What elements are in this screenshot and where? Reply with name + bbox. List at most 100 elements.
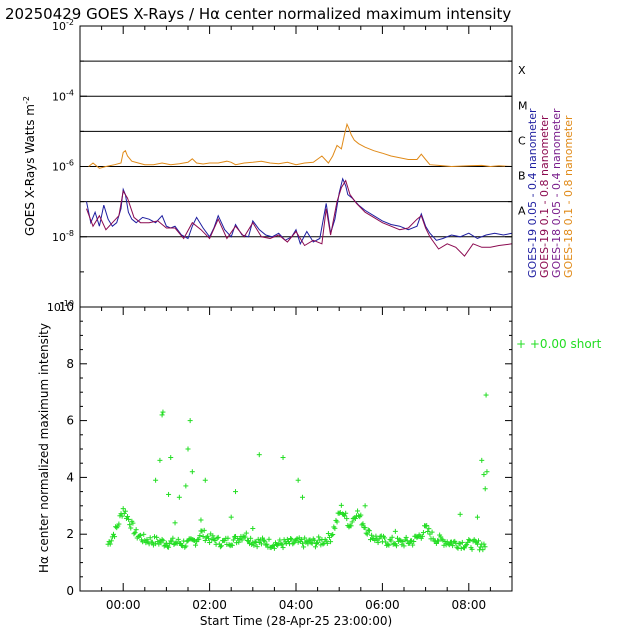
- goes-legend-entry: GOES-19 0.05 - 0.4 nanometer: [526, 108, 539, 278]
- halpha-point: [481, 472, 487, 478]
- halpha-point: [359, 522, 365, 528]
- halpha-point: [320, 541, 326, 547]
- halpha-point: [144, 537, 150, 543]
- halpha-point: [358, 512, 364, 518]
- halpha-point: [214, 535, 220, 541]
- halpha-point: [266, 536, 272, 542]
- time-x-tick-label: 08:00: [452, 598, 487, 612]
- halpha-point: [299, 494, 305, 500]
- halpha-point: [382, 535, 388, 541]
- halpha-point: [236, 539, 242, 545]
- halpha-point: [239, 537, 245, 543]
- halpha-point: [122, 508, 128, 514]
- goes-legend-entry: GOES-19 0.1 - 0.8 nanometer: [538, 115, 551, 278]
- halpha-point: [429, 529, 435, 535]
- halpha-point: [225, 535, 231, 541]
- halpha-y-axis-label: Hα center normalized maximum intensity: [37, 323, 51, 573]
- halpha-point: [280, 455, 286, 461]
- halpha-point: [362, 525, 368, 531]
- halpha-point: [215, 534, 221, 540]
- halpha-point: [264, 541, 270, 547]
- goes-y-axis: 10-2 10-4 10-6 10-8 10-10: [47, 18, 512, 314]
- halpha-y-tick-label: 6: [66, 414, 74, 428]
- halpha-point: [252, 539, 258, 545]
- halpha-point: [198, 517, 204, 523]
- halpha-point: [424, 523, 430, 529]
- halpha-point: [132, 530, 138, 536]
- halpha-point: [130, 520, 136, 526]
- halpha-point: [256, 452, 262, 458]
- halpha-point: [336, 510, 342, 516]
- halpha-point: [360, 521, 366, 527]
- halpha-point: [454, 544, 460, 550]
- time-x-tick-label: 06:00: [365, 598, 400, 612]
- halpha-point: [295, 477, 301, 483]
- halpha-point: [439, 536, 445, 542]
- halpha-point: [228, 514, 234, 520]
- halpha-point: [366, 528, 372, 534]
- halpha-point: [251, 542, 257, 548]
- goes-legend-entry: GOES-18 0.1 - 0.8 nanometer: [562, 115, 575, 278]
- halpha-point: [305, 541, 311, 547]
- halpha-point: [373, 533, 379, 539]
- flare-class-label: C: [518, 134, 526, 147]
- halpha-point: [161, 543, 167, 549]
- halpha-y-tick-label: 10: [59, 300, 74, 314]
- goes-legend-entry: GOES-18 0.05 - 0.4 nanometer: [550, 108, 563, 278]
- halpha-point: [217, 544, 223, 550]
- goes-series-line: [86, 177, 513, 246]
- halpha-point: [375, 540, 381, 546]
- halpha-point: [288, 536, 294, 542]
- halpha-point: [187, 418, 193, 424]
- time-x-tick-label: 00:00: [106, 598, 141, 612]
- halpha-point: [311, 537, 317, 543]
- halpha-point: [107, 541, 113, 547]
- halpha-point: [250, 526, 256, 532]
- halpha-panel: 0 2 4 6 8 10 00:00 02:00 04:00 06:00 08:00 Hα cen…: [37, 26, 602, 628]
- halpha-point: [210, 533, 216, 539]
- halpha-point: [206, 535, 212, 541]
- halpha-point: [245, 538, 251, 544]
- halpha-point: [389, 534, 395, 540]
- halpha-point: [392, 528, 398, 534]
- halpha-point: [479, 457, 485, 463]
- halpha-point: [483, 392, 489, 398]
- halpha-point: [160, 409, 166, 415]
- halpha-point: [348, 523, 354, 529]
- flare-class-label: M: [518, 99, 528, 112]
- halpha-point: [314, 540, 320, 546]
- halpha-point: [212, 538, 218, 544]
- halpha-point: [207, 540, 213, 546]
- halpha-point: [323, 538, 329, 544]
- halpha-point: [166, 491, 172, 497]
- halpha-point: [364, 531, 370, 537]
- halpha-point: [229, 542, 235, 548]
- goes-series-line: [86, 179, 513, 257]
- halpha-y-tick-label: 4: [66, 470, 74, 484]
- halpha-point: [328, 539, 334, 545]
- halpha-point: [420, 530, 426, 536]
- halpha-point: [125, 514, 131, 520]
- goes-y-tick-label: 10-10: [47, 299, 74, 314]
- halpha-point: [116, 521, 122, 527]
- halpha-point: [172, 520, 178, 526]
- halpha-point: [334, 519, 340, 525]
- halpha-point: [279, 542, 285, 548]
- halpha-point: [363, 530, 369, 536]
- halpha-point: [200, 534, 206, 540]
- halpha-point: [160, 538, 166, 544]
- halpha-point: [258, 541, 264, 547]
- halpha-point: [193, 542, 199, 548]
- figure-title: 20250429 GOES X-Rays / Hα center normali…: [5, 5, 511, 23]
- halpha-point: [154, 534, 160, 540]
- halpha-point: [260, 535, 266, 541]
- time-x-tick-label: 04:00: [279, 598, 314, 612]
- halpha-point: [459, 539, 465, 545]
- halpha-point: [478, 544, 484, 550]
- halpha-plot-frame: [79, 306, 513, 592]
- halpha-point: [474, 541, 480, 547]
- halpha-point: [277, 537, 283, 543]
- halpha-point: [243, 530, 249, 536]
